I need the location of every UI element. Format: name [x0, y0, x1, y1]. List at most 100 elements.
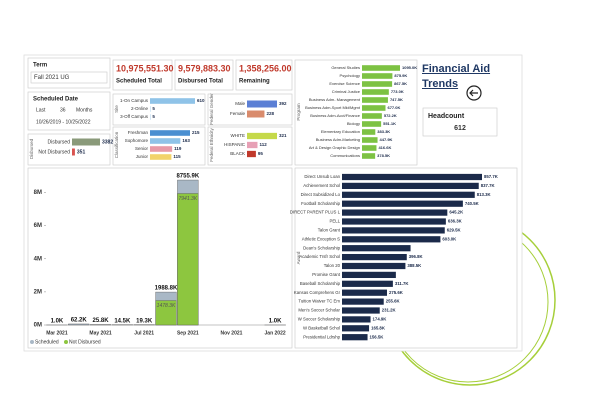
value-label: 275.6K — [389, 290, 404, 295]
category-label: Senior — [135, 146, 149, 151]
bar — [342, 245, 411, 252]
bar — [342, 191, 475, 198]
bar — [68, 323, 90, 326]
value-label: 747.5K — [390, 97, 403, 102]
category-label: Promise Grant — [312, 272, 341, 277]
bar — [342, 325, 370, 332]
category-label: HISPANIC — [224, 142, 246, 147]
kpi-card — [235, 59, 293, 91]
x-tick-label: Jul 2021 — [134, 330, 154, 336]
value-label: 321 — [279, 133, 287, 138]
category-label: Communications — [330, 153, 360, 158]
bar — [342, 262, 406, 270]
headcount-label: Headcount — [428, 113, 465, 120]
category-label: Academic Trsfr Schol — [299, 254, 340, 259]
value-label: 388.5K — [407, 263, 422, 268]
category-label: WHITE — [231, 133, 246, 138]
category-label: Criminal Justice — [332, 89, 361, 94]
bar — [72, 138, 100, 146]
category-label: Talon 20 — [324, 263, 341, 268]
x-tick-label: Jan 2022 — [265, 330, 286, 336]
category-label: General Studies — [331, 65, 360, 70]
value-label: 645.2K — [449, 210, 464, 215]
category-label: DIRECT PARENT PLUS L — [290, 210, 341, 215]
y-tick-label: 4M — [34, 256, 42, 262]
category-label: Junior — [136, 154, 149, 159]
bar — [150, 138, 181, 144]
value-label: 740.5K — [465, 201, 480, 206]
x-tick-label: Sep 2021 — [177, 330, 199, 336]
category-label: Direct Subsidized Lo — [301, 192, 341, 197]
y-tick-label: 6M — [34, 223, 42, 229]
value-label: 156.5K — [370, 334, 385, 339]
bar — [362, 129, 376, 135]
bar — [247, 132, 277, 140]
bar — [342, 173, 482, 181]
axis-title: Disbursed — [29, 138, 34, 159]
value-label: 163 — [182, 138, 190, 143]
value-label: 813.3K — [477, 192, 492, 197]
category-label: Biology — [347, 121, 360, 126]
date-card — [27, 91, 111, 131]
value-label: 8755.9K — [176, 174, 199, 180]
value-label: 572.2K — [384, 113, 397, 118]
bar — [362, 137, 378, 143]
term-dropdown[interactable] — [30, 71, 108, 84]
value-label: 351 — [77, 149, 86, 155]
category-label: Sophomore — [125, 138, 149, 143]
x-tick-label: May 2021 — [89, 330, 111, 336]
date-range: 10/26/2019 - 10/25/2022 — [36, 119, 91, 125]
axis-title: Classification — [114, 131, 119, 158]
bar — [362, 65, 400, 71]
value-label: 857.7K — [484, 174, 499, 179]
bar — [342, 209, 448, 216]
headcount-card — [422, 107, 498, 137]
y-tick-label: 0M — [34, 323, 42, 329]
value-label: 112 — [259, 142, 267, 147]
chart-card — [294, 59, 418, 166]
axis-title: Program — [296, 103, 301, 121]
axis-title: Award — [296, 251, 301, 264]
value-label: 1478.3K — [157, 303, 176, 309]
term-label: Term — [33, 63, 47, 69]
category-label: W Basketball Schol — [303, 325, 340, 330]
kpi-card — [112, 59, 173, 91]
bar — [362, 97, 388, 103]
value-label: 228 — [266, 111, 274, 116]
value-label: 174.9K — [373, 317, 388, 322]
bar — [342, 200, 463, 207]
date-unit[interactable]: Months — [76, 107, 93, 113]
value-label: 1.0K — [51, 319, 64, 325]
bar — [155, 300, 177, 326]
bar — [247, 150, 256, 158]
category-label: Football Scholarship — [301, 201, 341, 206]
x-tick-label: Mar 2021 — [46, 330, 68, 336]
value-label: 378.5K — [377, 153, 390, 158]
bar — [342, 236, 441, 243]
category-label: Disbursed — [47, 139, 70, 145]
bar — [342, 280, 393, 287]
legend-swatch — [30, 340, 34, 344]
legend-label: Scheduled — [35, 339, 59, 345]
kpi-label: Remaining — [239, 79, 270, 85]
category-label: Kansas Comprehens Gr — [294, 290, 341, 295]
y-tick-label: 8M — [34, 190, 42, 196]
bar — [342, 307, 380, 314]
date-count[interactable]: 36 — [60, 107, 66, 113]
category-label: Tuition Waiver TC Em — [298, 299, 340, 304]
category-label: Art & Design Graphic Design — [309, 145, 360, 150]
value-label: 5 — [152, 114, 155, 119]
value-label: 255.6K — [386, 299, 401, 304]
headcount-value: 612 — [454, 125, 466, 132]
bar — [150, 146, 173, 152]
bar — [342, 227, 445, 234]
category-label: Business Adm- Management — [309, 97, 361, 102]
value-label: 231.2K — [382, 308, 397, 313]
value-label: 875.9K — [394, 73, 407, 78]
bar — [362, 105, 386, 111]
axis-title: Site — [114, 105, 119, 113]
term-value: Fall 2021 UG — [34, 75, 70, 81]
category-label: Men's Soccer Scholar — [298, 308, 340, 313]
date-mode[interactable]: Last — [36, 107, 46, 113]
value-label: 215 — [192, 130, 200, 135]
